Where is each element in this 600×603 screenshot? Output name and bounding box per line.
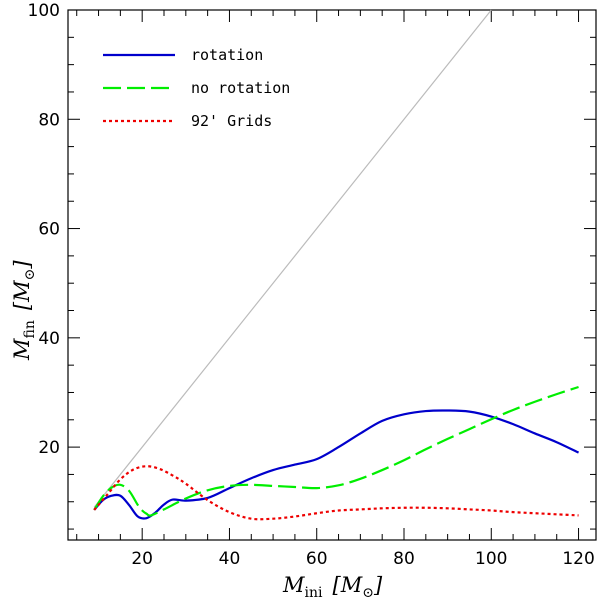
- y-axis-label: Mfin[M⊙]: [10, 260, 38, 361]
- axis-ticks: [68, 10, 596, 540]
- y-axis-unit-close: ]: [10, 260, 34, 270]
- x-tick-label: 60: [306, 549, 328, 569]
- y-tick-label: 80: [38, 110, 60, 130]
- x-axis-unit-sub: ⊙: [362, 585, 374, 601]
- legend-label-92-grids: 92' Grids: [191, 112, 272, 130]
- x-tick-label: 120: [562, 549, 594, 569]
- x-axis-label-main: M: [282, 573, 305, 597]
- x-tick-labels: 20 40 60 80 100 120: [131, 549, 594, 569]
- x-tick-label: 20: [131, 549, 153, 569]
- series-line-92-grids: [93, 465, 579, 521]
- y-tick-labels: 20 40 60 80 100: [28, 1, 60, 458]
- y-axis-unit-open: [: [10, 301, 34, 310]
- x-axis-label: Mini [M⊙]: [282, 573, 383, 601]
- y-tick-label: 60: [38, 220, 60, 240]
- x-axis-unit-symbol: M: [340, 573, 363, 597]
- series-line-rotation: [93, 409, 580, 520]
- x-axis-unit-open: [: [333, 573, 342, 597]
- reference-layer: [93, 9, 492, 508]
- legend: rotation no rotation 92' Grids: [103, 46, 290, 130]
- legend-label-no-rotation: no rotation: [191, 79, 290, 97]
- series-line-no-rotation: [93, 385, 579, 517]
- y-axis-unit-sub: ⊙: [22, 269, 38, 281]
- y-tick-label: 20: [38, 438, 60, 458]
- reference-line: [93, 9, 492, 508]
- y-axis-label-main: M: [10, 338, 34, 361]
- y-tick-label: 100: [28, 1, 60, 21]
- x-tick-label: 100: [475, 549, 507, 569]
- series-layer: [93, 385, 580, 521]
- x-axis-label-sub: ini: [305, 585, 323, 601]
- legend-label-rotation: rotation: [191, 46, 263, 64]
- x-tick-label: 80: [393, 549, 415, 569]
- y-tick-label: 40: [38, 329, 60, 349]
- plot-frame: [67, 9, 597, 541]
- y-axis-unit-symbol: M: [10, 280, 34, 303]
- x-tick-label: 40: [219, 549, 241, 569]
- y-axis-label-sub: fin: [22, 320, 38, 338]
- x-axis-unit-close: ]: [373, 573, 383, 597]
